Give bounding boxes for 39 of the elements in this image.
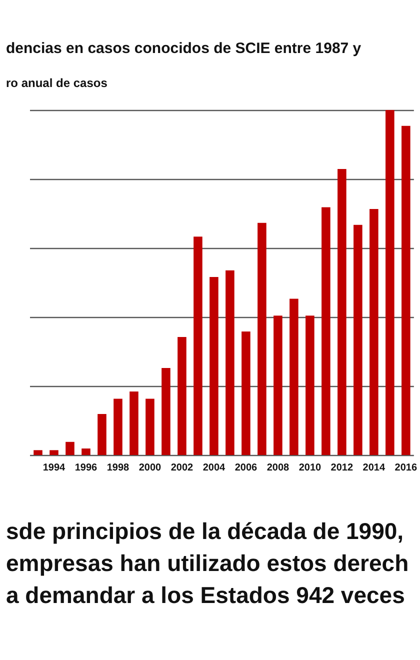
x-tick-label: 2014 xyxy=(362,462,386,474)
bar xyxy=(322,207,330,455)
bar xyxy=(338,168,346,455)
bar xyxy=(130,392,138,455)
text: sde principios de la década de 1990, empresas han utilizado estos derech a demandar a los Estados 942 veces xyxy=(6,517,410,610)
x-tick-label: 2006 xyxy=(234,462,258,474)
bar xyxy=(194,236,202,455)
x-tick-label: 2002 xyxy=(170,462,194,474)
x-tick-label: 2008 xyxy=(266,462,290,474)
x-tick-label: 1998 xyxy=(106,462,130,474)
bar xyxy=(258,222,266,455)
bar xyxy=(162,368,170,455)
x-tick-label: 2004 xyxy=(202,462,226,474)
bar xyxy=(354,224,362,455)
bar xyxy=(290,298,298,455)
bar xyxy=(306,316,314,455)
x-tick-label: 1994 xyxy=(42,462,66,474)
bar xyxy=(402,126,410,455)
bar xyxy=(210,276,218,455)
chart-title: dencias en casos conocidos de SCIE entre 1987 y xyxy=(6,40,362,57)
y-axis-title: ro anual de casos xyxy=(6,76,108,90)
bar xyxy=(50,450,58,455)
x-tick-label: 1996 xyxy=(74,462,98,474)
bar xyxy=(98,414,106,455)
x-tick-label: 2016 xyxy=(394,462,418,474)
bar xyxy=(178,337,186,455)
bar xyxy=(82,448,90,455)
x-tick-label: 2000 xyxy=(138,462,162,474)
bar xyxy=(274,316,282,455)
bar xyxy=(386,110,394,455)
bar xyxy=(114,398,122,455)
bar xyxy=(226,270,234,455)
x-tick-label: 2010 xyxy=(298,462,322,474)
bar xyxy=(66,442,74,455)
bar xyxy=(34,450,42,455)
bar xyxy=(242,331,250,455)
bar xyxy=(370,209,378,455)
x-tick-label: 2012 xyxy=(330,462,354,474)
bar xyxy=(146,398,154,455)
